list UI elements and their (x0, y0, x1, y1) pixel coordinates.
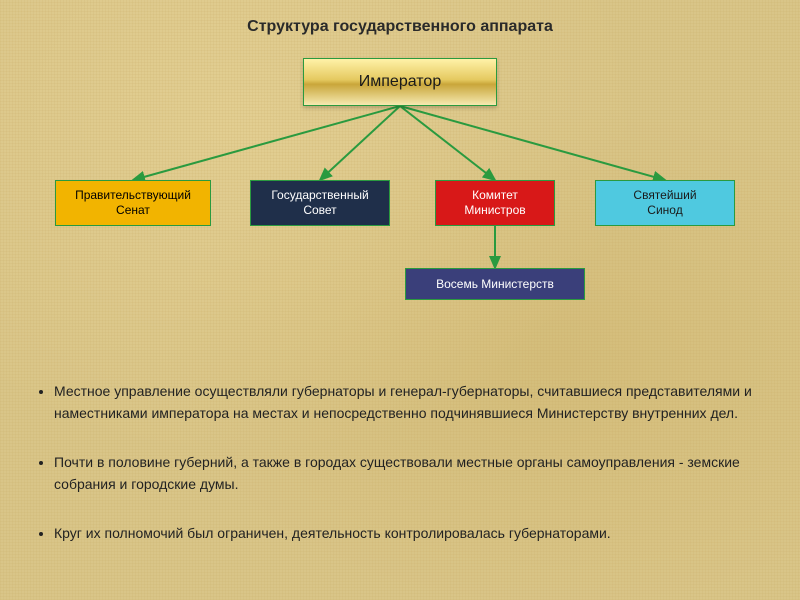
arrow-line (133, 106, 400, 180)
arrow-line (400, 106, 495, 180)
arrow-line (320, 106, 400, 180)
node-label-line: Комитет (464, 188, 525, 203)
node-label-line: Министров (464, 203, 525, 218)
node-label-line: Совет (271, 203, 368, 218)
node-label-line: Святейший (633, 188, 696, 203)
node-ministries: Восемь Министерств (405, 268, 585, 300)
node-ministries-label: Восемь Министерств (436, 277, 554, 292)
node-state-council: ГосударственныйСовет (250, 180, 390, 226)
arrow-line (400, 106, 665, 180)
node-emperor: Император (303, 58, 497, 106)
bullet-item: Почти в половине губерний, а также в гор… (54, 451, 760, 496)
node-label-line: Синод (633, 203, 696, 218)
diagram-title: Структура государственного аппарата (0, 18, 800, 36)
bullet-item: Местное управление осуществляли губернат… (54, 380, 760, 425)
node-emperor-label: Император (359, 72, 441, 92)
bullet-list: Местное управление осуществляли губернат… (54, 380, 760, 570)
node-label-line: Правительствующий (75, 188, 191, 203)
bullet-item: Круг их полномочий был ограничен, деятел… (54, 522, 760, 544)
node-label-line: Сенат (75, 203, 191, 218)
node-label-line: Государственный (271, 188, 368, 203)
node-synod: СвятейшийСинод (595, 180, 735, 226)
node-senate: ПравительствующийСенат (55, 180, 211, 226)
node-committee: КомитетМинистров (435, 180, 555, 226)
